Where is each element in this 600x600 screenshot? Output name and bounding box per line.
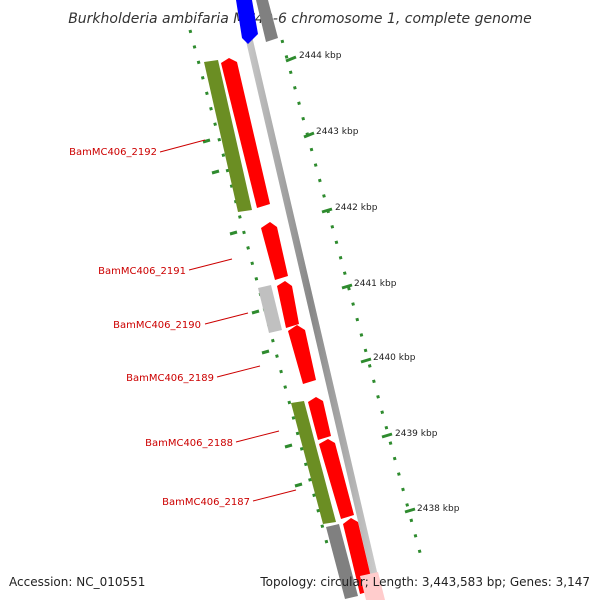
gene-label[interactable]: BamMC406_2191 — [98, 266, 186, 277]
other-feature-bottom — [326, 524, 358, 599]
other-feature — [256, 0, 278, 42]
forward-cds-2189 — [288, 325, 316, 384]
scale-tick — [341, 283, 353, 290]
accession-text: Accession: NC_010551 — [9, 575, 145, 589]
reverse-cds-2192 — [204, 60, 252, 212]
rna-feature — [236, 0, 258, 44]
kbp-label: 2438 kbp — [417, 504, 460, 514]
gene-label[interactable]: BamMC406_2188 — [145, 438, 233, 449]
scale-tick — [360, 357, 372, 364]
scale-tick — [321, 207, 333, 214]
scale-tick — [404, 507, 416, 514]
kbp-label: 2444 kbp — [299, 51, 342, 61]
kbp-label: 2440 kbp — [373, 353, 416, 363]
map-title: Burkholderia ambifaria MC40-6 chromosome… — [68, 11, 532, 27]
scale-tick-track — [280, 39, 424, 561]
gene-label[interactable]: BamMC406_2187 — [162, 497, 250, 508]
forward-cds-a — [221, 58, 270, 208]
reverse-strand-ticks — [202, 138, 303, 488]
forward-cds-2188 — [308, 397, 331, 440]
pseudo-gene-2190 — [258, 285, 282, 333]
forward-cds-2190 — [277, 281, 299, 328]
scale-tick — [285, 55, 297, 63]
gene-label[interactable]: BamMC406_2190 — [113, 320, 201, 331]
faded-feature-bottom — [360, 572, 385, 600]
kbp-label: 2443 kbp — [316, 127, 359, 137]
scale-major-ticks — [285, 55, 416, 514]
label-leaders — [159, 139, 297, 502]
gene-labels: BamMC406_2192 BamMC406_2191 BamMC406_219… — [69, 147, 250, 508]
scale-labels: 2444 kbp 2443 kbp 2442 kbp 2441 kbp 2440… — [299, 51, 460, 514]
scale-tick — [381, 432, 393, 439]
gene-label[interactable]: BamMC406_2189 — [126, 373, 214, 384]
scale-tick — [303, 131, 315, 139]
kbp-label: 2442 kbp — [335, 203, 378, 213]
reverse-cds-2188 — [291, 401, 336, 524]
forward-cds-2187 — [319, 439, 354, 519]
kbp-label: 2441 kbp — [354, 279, 397, 289]
chromosome-backbone — [236, 0, 384, 600]
topology-text: Topology: circular; Length: 3,443,583 bp… — [259, 575, 590, 589]
gene-label[interactable]: BamMC406_2192 — [69, 147, 157, 158]
kbp-label: 2439 kbp — [395, 429, 438, 439]
forward-cds-2191 — [261, 222, 288, 280]
